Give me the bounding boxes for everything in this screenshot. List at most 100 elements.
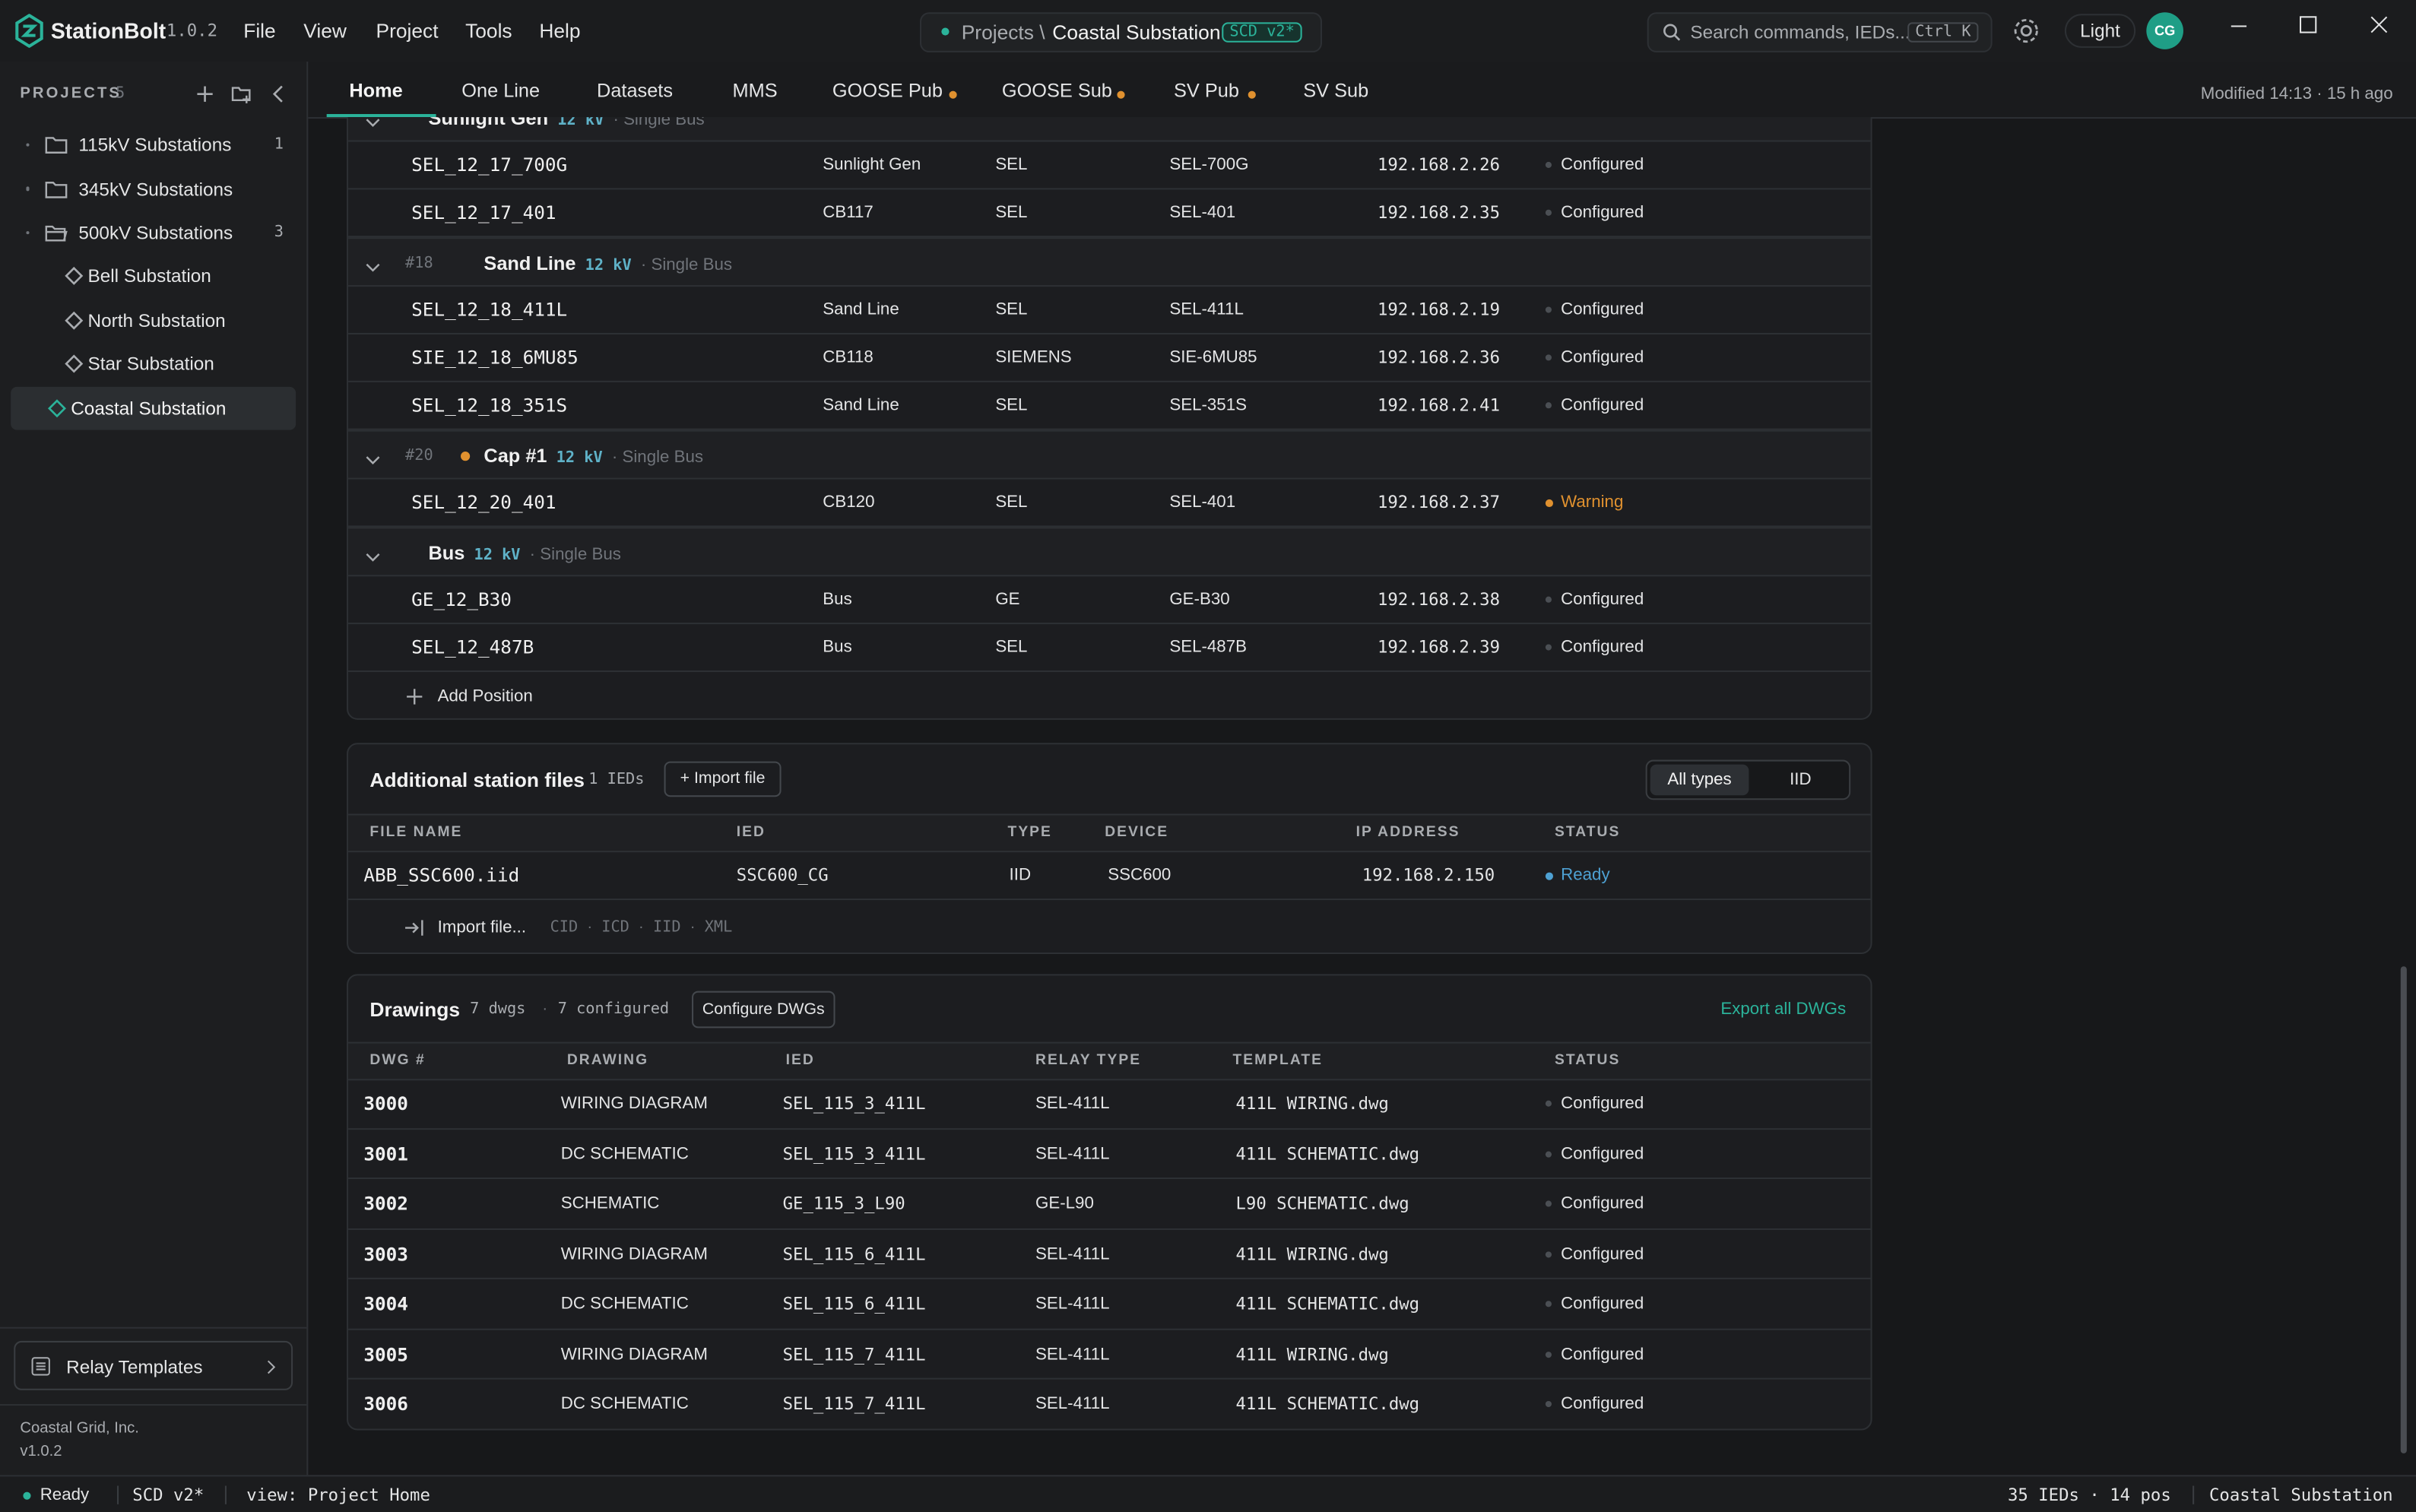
menu-item[interactable]: Project xyxy=(376,19,439,43)
dwg-number: 3002 xyxy=(363,1193,408,1215)
substation-icon xyxy=(65,355,84,374)
expand-chevron[interactable] xyxy=(365,547,380,562)
ied-row[interactable]: SEL_12_18_351S Sand Line SEL SEL-351S 192.16… xyxy=(348,382,1871,430)
menu-item[interactable]: Help xyxy=(539,19,581,43)
search-box[interactable]: Search commands, IEDs... Ctrl K xyxy=(1647,12,1993,52)
folder-row[interactable]: 500kV Substations 3 xyxy=(11,213,296,253)
folder-icon-glyph xyxy=(45,181,68,198)
file-row[interactable]: ABB_SSC600.iid SSC600_CG IID SSC600 192.168.… xyxy=(348,852,1871,901)
ied-row[interactable]: GE_12_B30 Bus GE GE-B30 192.168.2.38 Configur… xyxy=(348,576,1871,625)
expand-chevron[interactable] xyxy=(365,258,380,272)
drawing-name: WIRING DIAGRAM xyxy=(560,1244,708,1263)
status-dot xyxy=(948,90,956,98)
ied-row[interactable]: SIE_12_18_6MU85 CB118 SIEMENS SIE-6MU85 192.… xyxy=(348,334,1871,382)
maximize-button[interactable] xyxy=(2297,14,2319,35)
ied-description: Sand Line xyxy=(823,300,899,319)
modified-time: Modified 14:13 · 15 h ago xyxy=(2200,84,2393,103)
import-file-link[interactable]: Import file... CID · ICD · IID · XML xyxy=(395,908,857,948)
ied-status: Configured xyxy=(1561,396,1644,415)
tab[interactable]: MMS xyxy=(732,80,778,102)
template-file: 411L SCHEMATIC.dwg xyxy=(1235,1393,1420,1415)
ied-model: SEL-411L xyxy=(1169,300,1244,319)
ied-vendor: GE xyxy=(995,590,1020,609)
new-folder-button-glyph xyxy=(231,87,251,103)
status-dot xyxy=(1545,354,1552,361)
relay-templates-button[interactable]: Relay Templates xyxy=(14,1340,293,1390)
drawing-row[interactable]: 3001 DC SCHEMATIC SEL_115_3_411L SEL-411L 41… xyxy=(348,1129,1871,1180)
close-button-glyph xyxy=(2370,16,2388,33)
drawing-row[interactable]: 3005 WIRING DIAGRAM SEL_115_7_411L SEL-411L… xyxy=(348,1330,1871,1380)
add-position-button[interactable]: Add Position xyxy=(348,672,1870,718)
add-position-label: Add Position xyxy=(437,687,533,706)
tab[interactable]: SV Pub xyxy=(1174,80,1239,102)
plus-icon-glyph xyxy=(407,689,423,705)
menu-item[interactable]: File xyxy=(243,19,276,43)
maximize-button-glyph xyxy=(2299,16,2317,33)
drawing-status: Configured xyxy=(1561,1295,1644,1314)
filter-option[interactable]: IID xyxy=(1790,770,1812,790)
project-item[interactable]: Coastal Substation xyxy=(11,387,296,430)
configure-button[interactable]: Configure DWGs xyxy=(692,991,835,1029)
drawing-status: Configured xyxy=(1561,1244,1644,1263)
breadcrumb[interactable]: Projects \ Coastal Substation SCD v2* xyxy=(919,12,1322,52)
separator: · xyxy=(639,919,644,937)
expand-chevron[interactable] xyxy=(365,450,380,464)
ied-row[interactable]: SEL_12_487B Bus SEL SEL-487B 192.168.2.39 Con… xyxy=(348,624,1871,672)
tab[interactable]: GOOSE Sub xyxy=(1001,80,1112,102)
folder-icon xyxy=(45,178,69,199)
new-folder-button[interactable] xyxy=(231,83,252,104)
menu-item[interactable]: Tools xyxy=(465,19,512,43)
folder-name: 345kV Substations xyxy=(78,178,233,200)
ied-row[interactable]: SEL_12_20_401 CB120 SEL SEL-401 192.168.2.37… xyxy=(348,480,1871,528)
position-header[interactable]: Sunlight Gen 12 kV · Single Bus xyxy=(348,117,1871,142)
expand-chevron[interactable] xyxy=(365,117,380,127)
drawing-ied: SEL_115_7_411L xyxy=(782,1343,926,1365)
theme-button[interactable]: Light xyxy=(2064,14,2136,48)
folder-row[interactable]: 115kV Substations 1 xyxy=(11,125,296,165)
drawing-ied: SEL_115_6_411L xyxy=(782,1244,926,1264)
minimize-button[interactable] xyxy=(2228,15,2250,36)
tab[interactable]: GOOSE Pub xyxy=(832,80,943,102)
drawing-row[interactable]: 3004 DC SCHEMATIC SEL_115_6_411L SEL-411L 41… xyxy=(348,1279,1871,1330)
tab[interactable]: Datasets xyxy=(597,80,674,102)
new-project-button[interactable] xyxy=(195,85,214,103)
ied-row[interactable]: SEL_12_18_411L Sand Line SEL SEL-411L 192.16… xyxy=(348,287,1871,334)
ied-model: SEL-700G xyxy=(1169,155,1249,175)
status-dot xyxy=(1545,1150,1552,1157)
status-dot xyxy=(26,230,30,235)
tab[interactable]: SV Sub xyxy=(1303,80,1369,102)
drawing-row[interactable]: 3006 DC SCHEMATIC SEL_115_7_411L SEL-411L 41… xyxy=(348,1380,1870,1429)
status-dot xyxy=(1545,402,1552,409)
drawing-row[interactable]: 3002 SCHEMATIC GE_115_3_L90 GE-L90 L90 SCHEM… xyxy=(348,1179,1871,1229)
scrollbar-thumb[interactable] xyxy=(2400,966,2407,1453)
collapse-sidebar[interactable] xyxy=(271,85,287,103)
file-name: ABB_SSC600.iid xyxy=(363,864,520,886)
ied-name: SEL_12_18_411L xyxy=(411,299,568,321)
avatar[interactable]: CG xyxy=(2146,12,2183,49)
menu-item[interactable]: View xyxy=(303,19,347,43)
project-item[interactable]: Bell Substation xyxy=(11,255,296,298)
filter-option[interactable]: All types xyxy=(1650,764,1749,796)
close-button[interactable] xyxy=(2368,14,2389,35)
folder-row[interactable]: 345kV Substations xyxy=(11,169,296,209)
import-button[interactable]: + Import file xyxy=(664,761,782,797)
position-header[interactable]: #18 Sand Line 12 kV · Single Bus xyxy=(348,237,1871,287)
ied-row[interactable]: SEL_12_17_401 CB117 SEL SEL-401 192.168.2.35… xyxy=(348,189,1871,238)
settings-button[interactable] xyxy=(2012,17,2040,44)
position-header[interactable]: #20 Cap #1 12 kV · Single Bus xyxy=(348,430,1871,480)
tab[interactable]: Home xyxy=(349,80,403,102)
project-item[interactable]: Star Substation xyxy=(11,343,296,386)
project-name: North Substation xyxy=(87,309,226,331)
position-header[interactable]: Bus 12 kV · Single Bus xyxy=(348,527,1871,577)
project-name: Star Substation xyxy=(87,353,214,376)
tab[interactable]: One Line xyxy=(461,80,541,102)
drawing-row[interactable]: 3003 WIRING DIAGRAM SEL_115_6_411L SEL-411L… xyxy=(348,1229,1871,1279)
ied-row[interactable]: SEL_12_17_700G Sunlight Gen SEL SEL-700G 192… xyxy=(348,142,1871,190)
project-item[interactable]: North Substation xyxy=(11,299,296,342)
bus-type: · Single Bus xyxy=(640,255,733,274)
export-link[interactable]: Export all DWGs xyxy=(1720,1000,1847,1019)
folder-icon xyxy=(45,134,69,155)
drawing-row[interactable]: 3000 WIRING DIAGRAM SEL_115_3_411L SEL-411L… xyxy=(348,1079,1871,1130)
separator-dot: · xyxy=(542,1000,548,1019)
